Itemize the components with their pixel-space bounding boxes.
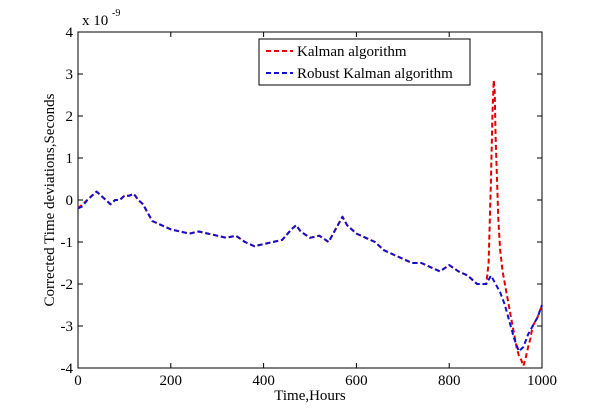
- y-axis-ticks: -4 -3 -2 -1 0 1 2 3 4: [61, 25, 542, 377]
- legend-label-kalman: Kalman algorithm: [297, 44, 407, 60]
- y-multiplier-exponent: -9: [112, 8, 120, 19]
- x-tick-label: 800: [438, 373, 461, 389]
- x-tick-label: 0: [74, 373, 82, 389]
- x-tick-label: 1000: [527, 373, 557, 389]
- y-tick-label: -4: [61, 361, 74, 377]
- legend-box: [258, 38, 471, 86]
- y-multiplier-label: x 10: [82, 13, 108, 29]
- y-tick-label: -3: [61, 319, 74, 335]
- y-tick-label: -1: [61, 235, 74, 251]
- y-tick-label: 4: [66, 25, 74, 41]
- y-tick-label: -2: [61, 277, 74, 293]
- x-axis-label: Time,Hours: [274, 388, 346, 404]
- legend-label-robust-kalman: Robust Kalman algorithm: [297, 66, 453, 82]
- x-tick-label: 200: [160, 373, 183, 389]
- x-tick-label: 400: [252, 373, 275, 389]
- x-axis-ticks: 0 200 400 600 800 1000: [74, 32, 557, 389]
- y-tick-label: 2: [66, 109, 74, 125]
- y-tick-label: 3: [66, 67, 74, 83]
- series-layer: [77, 79, 543, 367]
- y-tick-label: 0: [66, 193, 74, 209]
- legend: Kalman algorithm Robust Kalman algorithm: [258, 38, 471, 86]
- series-line-robust-kalman: [77, 190, 543, 353]
- y-axis-label: Corrected Time deviations,Seconds: [42, 93, 58, 306]
- y-tick-label: 1: [66, 151, 74, 167]
- plot-area: [77, 31, 543, 369]
- x-tick-label: 600: [345, 373, 368, 389]
